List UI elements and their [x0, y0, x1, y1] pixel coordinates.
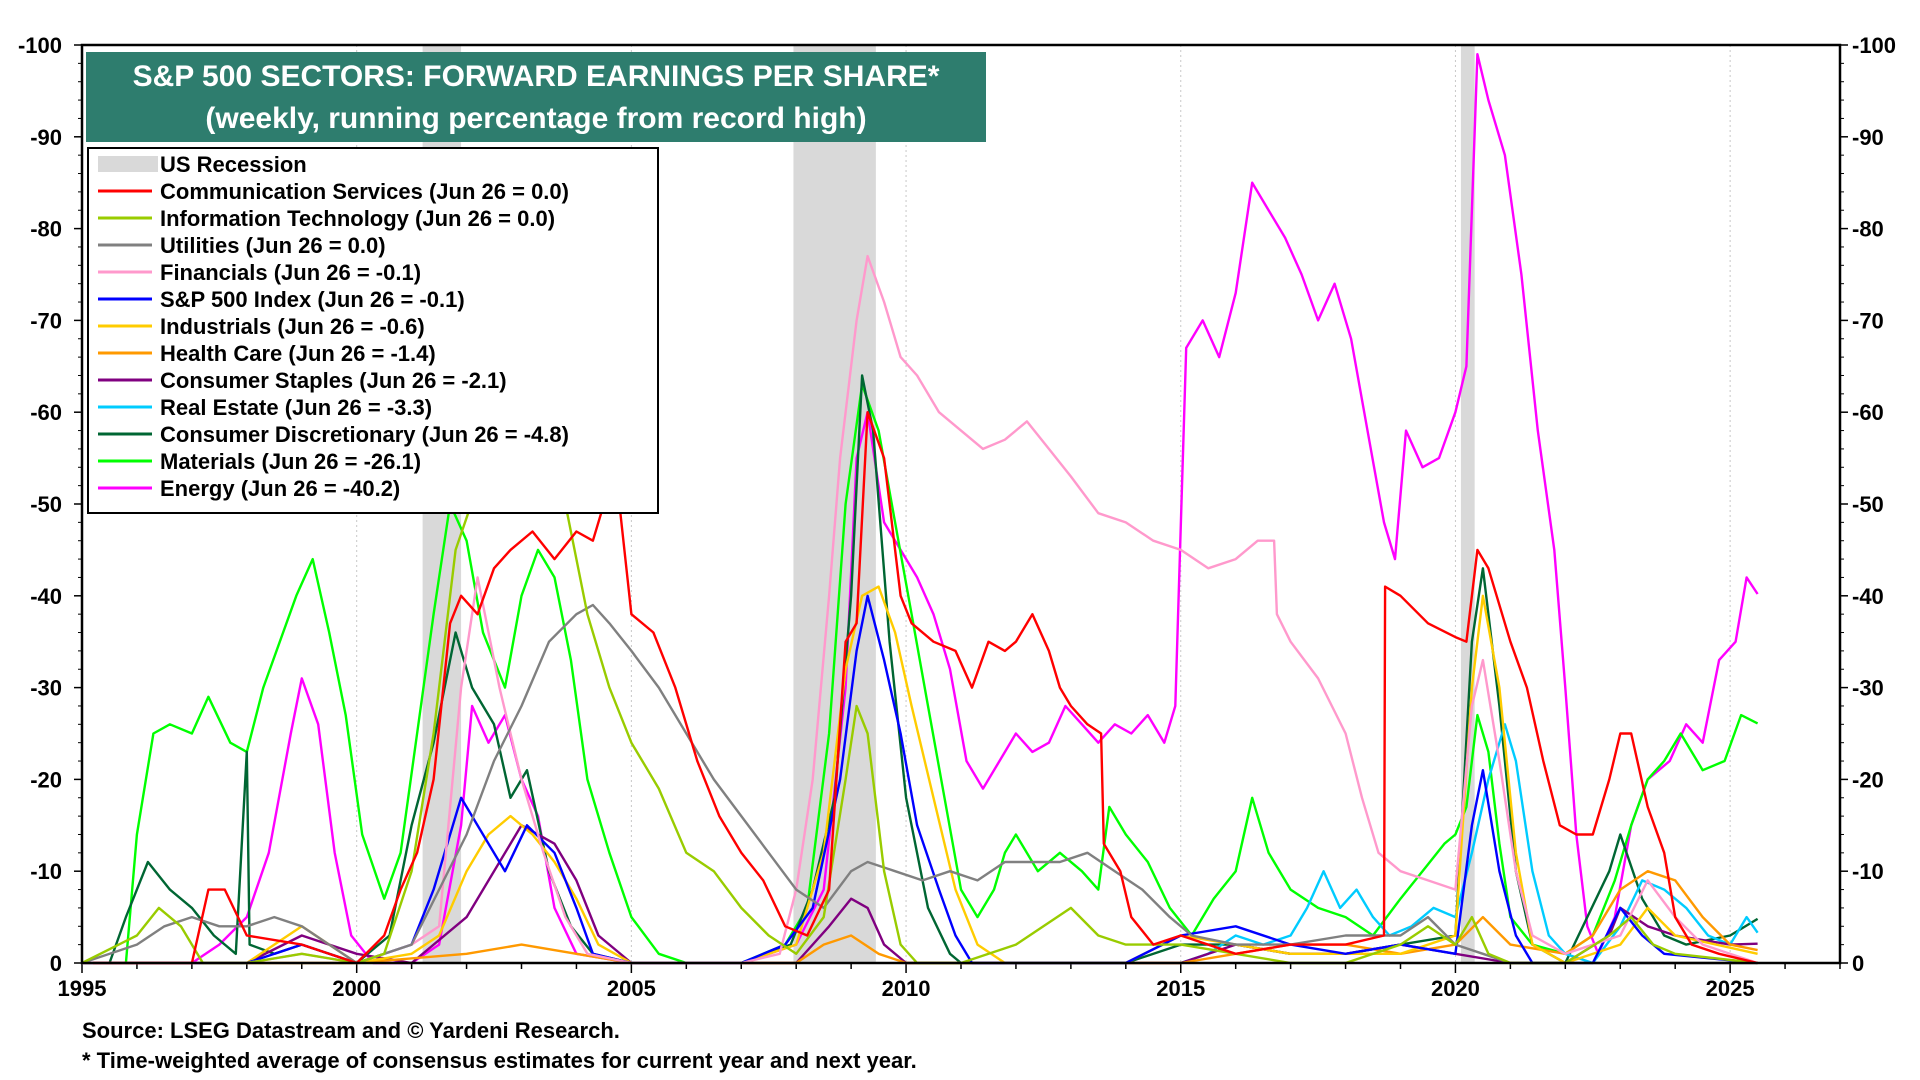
y-tick-label-left: -40 — [30, 584, 62, 609]
x-tick-label: 2025 — [1706, 976, 1755, 1001]
series-line-0 — [93, 411, 1758, 965]
series-line-2 — [81, 603, 1758, 965]
y-tick-label-left: -30 — [30, 676, 62, 701]
recession-band-2 — [1460, 45, 1475, 963]
source-note: Source: LSEG Datastream and © Yardeni Re… — [82, 1018, 620, 1043]
legend-label-9: Consumer Discretionary (Jun 26 = -4.8) — [160, 422, 569, 447]
x-tick-label: 2020 — [1431, 976, 1480, 1001]
chart-title: S&P 500 SECTORS: FORWARD EARNINGS PER SH… — [133, 60, 940, 93]
legend-label-4: S&P 500 Index (Jun 26 = -0.1) — [160, 287, 465, 312]
y-tick-label-right: -90 — [1852, 125, 1884, 150]
series-line-1 — [81, 456, 1758, 965]
series-line-10 — [124, 383, 1759, 965]
legend-label-11: Energy (Jun 26 = -40.2) — [160, 476, 400, 501]
legend-label-6: Health Care (Jun 26 = -1.4) — [160, 341, 436, 366]
x-tick-label: 1995 — [58, 976, 107, 1001]
y-tick-label-right: 0 — [1852, 951, 1864, 976]
legend-label-0: Communication Services (Jun 26 = 0.0) — [160, 179, 569, 204]
y-tick-label-left: -80 — [30, 217, 62, 242]
legend-box — [87, 147, 659, 514]
plot-frame — [80, 43, 1842, 965]
legend-label-3: Financials (Jun 26 = -0.1) — [160, 260, 421, 285]
y-tick-label-left: 0 — [50, 951, 62, 976]
x-tick-label: 2000 — [332, 976, 381, 1001]
series-line-11 — [82, 53, 1759, 965]
y-tick-label-right: -80 — [1852, 217, 1884, 242]
legend-label-8: Real Estate (Jun 26 = -3.3) — [160, 395, 432, 420]
series-line-5 — [82, 585, 1758, 965]
legend-label-10: Materials (Jun 26 = -26.1) — [160, 449, 421, 474]
series-line-3 — [82, 254, 1758, 965]
y-tick-label-left: -70 — [30, 308, 62, 333]
chart-subtitle: (weekly, running percentage from record … — [205, 102, 866, 135]
y-tick-label-right: -10 — [1852, 859, 1884, 884]
legend-label-recession: US Recession — [160, 152, 307, 177]
y-tick-label-right: -30 — [1852, 676, 1884, 701]
x-tick-label: 2010 — [882, 976, 931, 1001]
y-tick-label-left: -60 — [30, 400, 62, 425]
y-tick-label-left: -100 — [18, 33, 62, 58]
y-tick-label-right: -70 — [1852, 308, 1884, 333]
series-line-8 — [1180, 723, 1759, 965]
series-line-4 — [82, 594, 1758, 965]
y-tick-label-right: -60 — [1852, 400, 1884, 425]
y-tick-label-right: -40 — [1852, 584, 1884, 609]
legend-label-2: Utilities (Jun 26 = 0.0) — [160, 233, 386, 258]
legend-label-5: Industrials (Jun 26 = -0.6) — [160, 314, 425, 339]
y-tick-label-right: -100 — [1852, 33, 1896, 58]
legend-swatch-recession — [98, 156, 158, 172]
footnote: * Time-weighted average of consensus est… — [82, 1048, 917, 1073]
y-tick-label-left: -90 — [30, 125, 62, 150]
y-tick-label-left: -10 — [30, 859, 62, 884]
y-tick-label-left: -50 — [30, 492, 62, 517]
x-tick-label: 2005 — [607, 976, 656, 1001]
legend-label-1: Information Technology (Jun 26 = 0.0) — [160, 206, 555, 231]
legend-label-7: Consumer Staples (Jun 26 = -2.1) — [160, 368, 507, 393]
title-box — [86, 52, 986, 142]
y-tick-label-left: -20 — [30, 767, 62, 792]
y-tick-label-right: -50 — [1852, 492, 1884, 517]
x-tick-label: 2015 — [1156, 976, 1205, 1001]
y-tick-label-right: -20 — [1852, 767, 1884, 792]
